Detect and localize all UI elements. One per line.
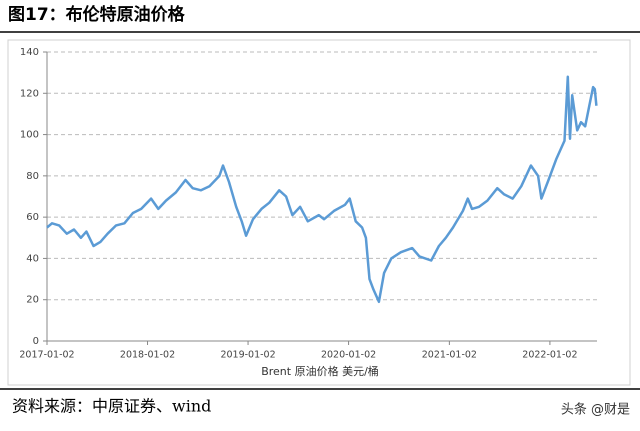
chart-title: 图17：布伦特原油价格 (8, 4, 186, 25)
y-tick-label: 60 (26, 212, 39, 223)
x-tick-label: 2022-01-02 (522, 350, 577, 361)
x-tick-label: 2019-01-02 (220, 350, 275, 361)
x-tick-label: 2021-01-02 (422, 350, 477, 361)
y-tick-label: 0 (33, 336, 39, 347)
series-line (46, 75, 598, 304)
y-tick-label: 40 (26, 253, 39, 264)
source: 资料来源：中原证券、wind (12, 397, 211, 416)
y-tick-label: 80 (26, 171, 39, 182)
y-tick-label: 140 (20, 47, 39, 58)
x-tick-label: 2017-01-02 (19, 350, 74, 361)
y-tick-label: 100 (20, 130, 39, 141)
x-tick-label: 2020-01-02 (321, 350, 376, 361)
x-tick-label: 2018-01-02 (120, 350, 175, 361)
axis-caption: Brent 原油价格 美元/桶 (261, 364, 379, 378)
y-tick-label: 20 (26, 295, 39, 306)
watermark: 头条 @财是 (561, 402, 630, 418)
chart-frame (7, 39, 631, 386)
y-tick-label: 120 (20, 88, 39, 99)
